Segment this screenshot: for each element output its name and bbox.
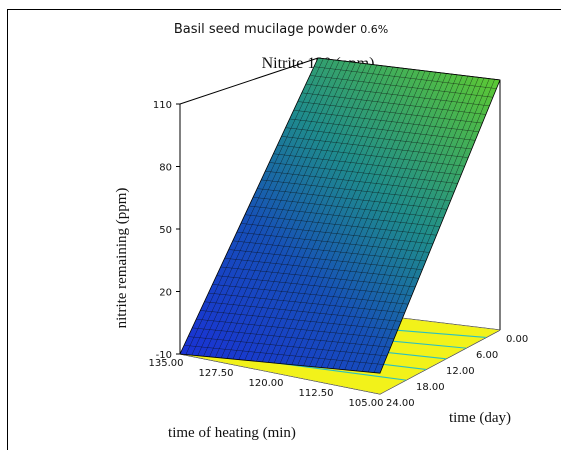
surface-mesh-line — [188, 336, 388, 357]
box-top-edge — [179, 57, 319, 105]
surface-mesh-line — [228, 249, 423, 270]
z-tick-label: 110 — [153, 100, 172, 111]
surface-mesh-line — [184, 345, 384, 365]
surface-mesh-line — [240, 223, 433, 245]
axis-ticks: -10 20 50 80 110 135.00 127.50 120.00 112.50 105.… — [149, 100, 529, 409]
y-tick-label: 24.00 — [386, 398, 415, 409]
surface-mesh-line — [285, 69, 415, 365]
surface-mesh-line — [326, 74, 453, 369]
surface-mesh-line — [224, 258, 419, 279]
surface-mesh-line — [192, 327, 391, 348]
surface-mesh-line — [338, 75, 463, 370]
x-axis-label: time of heating (min) — [168, 425, 296, 441]
surface-mesh-line — [216, 275, 412, 296]
y-tick-label: 6.00 — [476, 350, 498, 361]
surface-mesh-line — [208, 292, 405, 314]
surface-mesh-line — [309, 72, 436, 367]
x-tick-label: 105.00 — [349, 398, 384, 409]
surface-mesh-line — [362, 77, 485, 372]
frame-left-line — [7, 9, 8, 450]
surface-mesh-line — [297, 70, 426, 366]
surface-mesh-line — [291, 70, 420, 365]
y-tick-label: 12.00 — [446, 366, 475, 377]
surface-mesh-line — [212, 284, 409, 305]
chart-title-value: 0.6% — [360, 23, 389, 36]
surface-mesh-line — [200, 310, 398, 331]
surface-mesh-line — [220, 266, 416, 288]
x-tick-label: 112.50 — [299, 388, 334, 399]
surface-mesh-line — [236, 231, 430, 253]
y-tick-label: 0.00 — [506, 334, 528, 345]
y-axis-label: time (day) — [449, 410, 511, 426]
surface-mesh-line — [196, 318, 395, 339]
x-tick-label: 127.50 — [199, 368, 234, 379]
surface-mesh-line — [232, 240, 426, 262]
surface-mesh-line — [244, 214, 437, 236]
surface-mesh-line — [248, 205, 441, 227]
frame-top-line — [7, 9, 561, 10]
z-tick-label: 20 — [159, 288, 172, 299]
surface-mesh-line — [350, 76, 474, 371]
surface-mesh-line — [303, 71, 431, 366]
surface-mesh-line — [344, 76, 469, 370]
z-tick-label: 80 — [159, 163, 172, 174]
surface-mesh-line — [356, 77, 479, 371]
surface-mesh-line — [368, 78, 490, 373]
x-tick-label: 120.00 — [249, 378, 284, 389]
surface-mesh-line — [373, 79, 495, 373]
surface-mesh-line — [204, 301, 402, 322]
z-tick-label: -10 — [156, 350, 172, 361]
x-tick-label: 135.00 — [149, 358, 184, 369]
surface-mesh-line — [332, 74, 458, 369]
z-axis-label: nitrite remaining (ppm) — [114, 188, 130, 329]
surface-mesh-line — [320, 73, 447, 368]
z-tick-label: 50 — [159, 225, 172, 236]
chart-title-text: Basil seed mucilage powder — [173, 22, 357, 37]
surface-mesh-line — [315, 72, 442, 368]
y-tick-label: 18.00 — [416, 382, 445, 393]
chart-title: Basil seed mucilage powder 0.6% — [0, 22, 562, 37]
response-surface — [179, 57, 501, 374]
